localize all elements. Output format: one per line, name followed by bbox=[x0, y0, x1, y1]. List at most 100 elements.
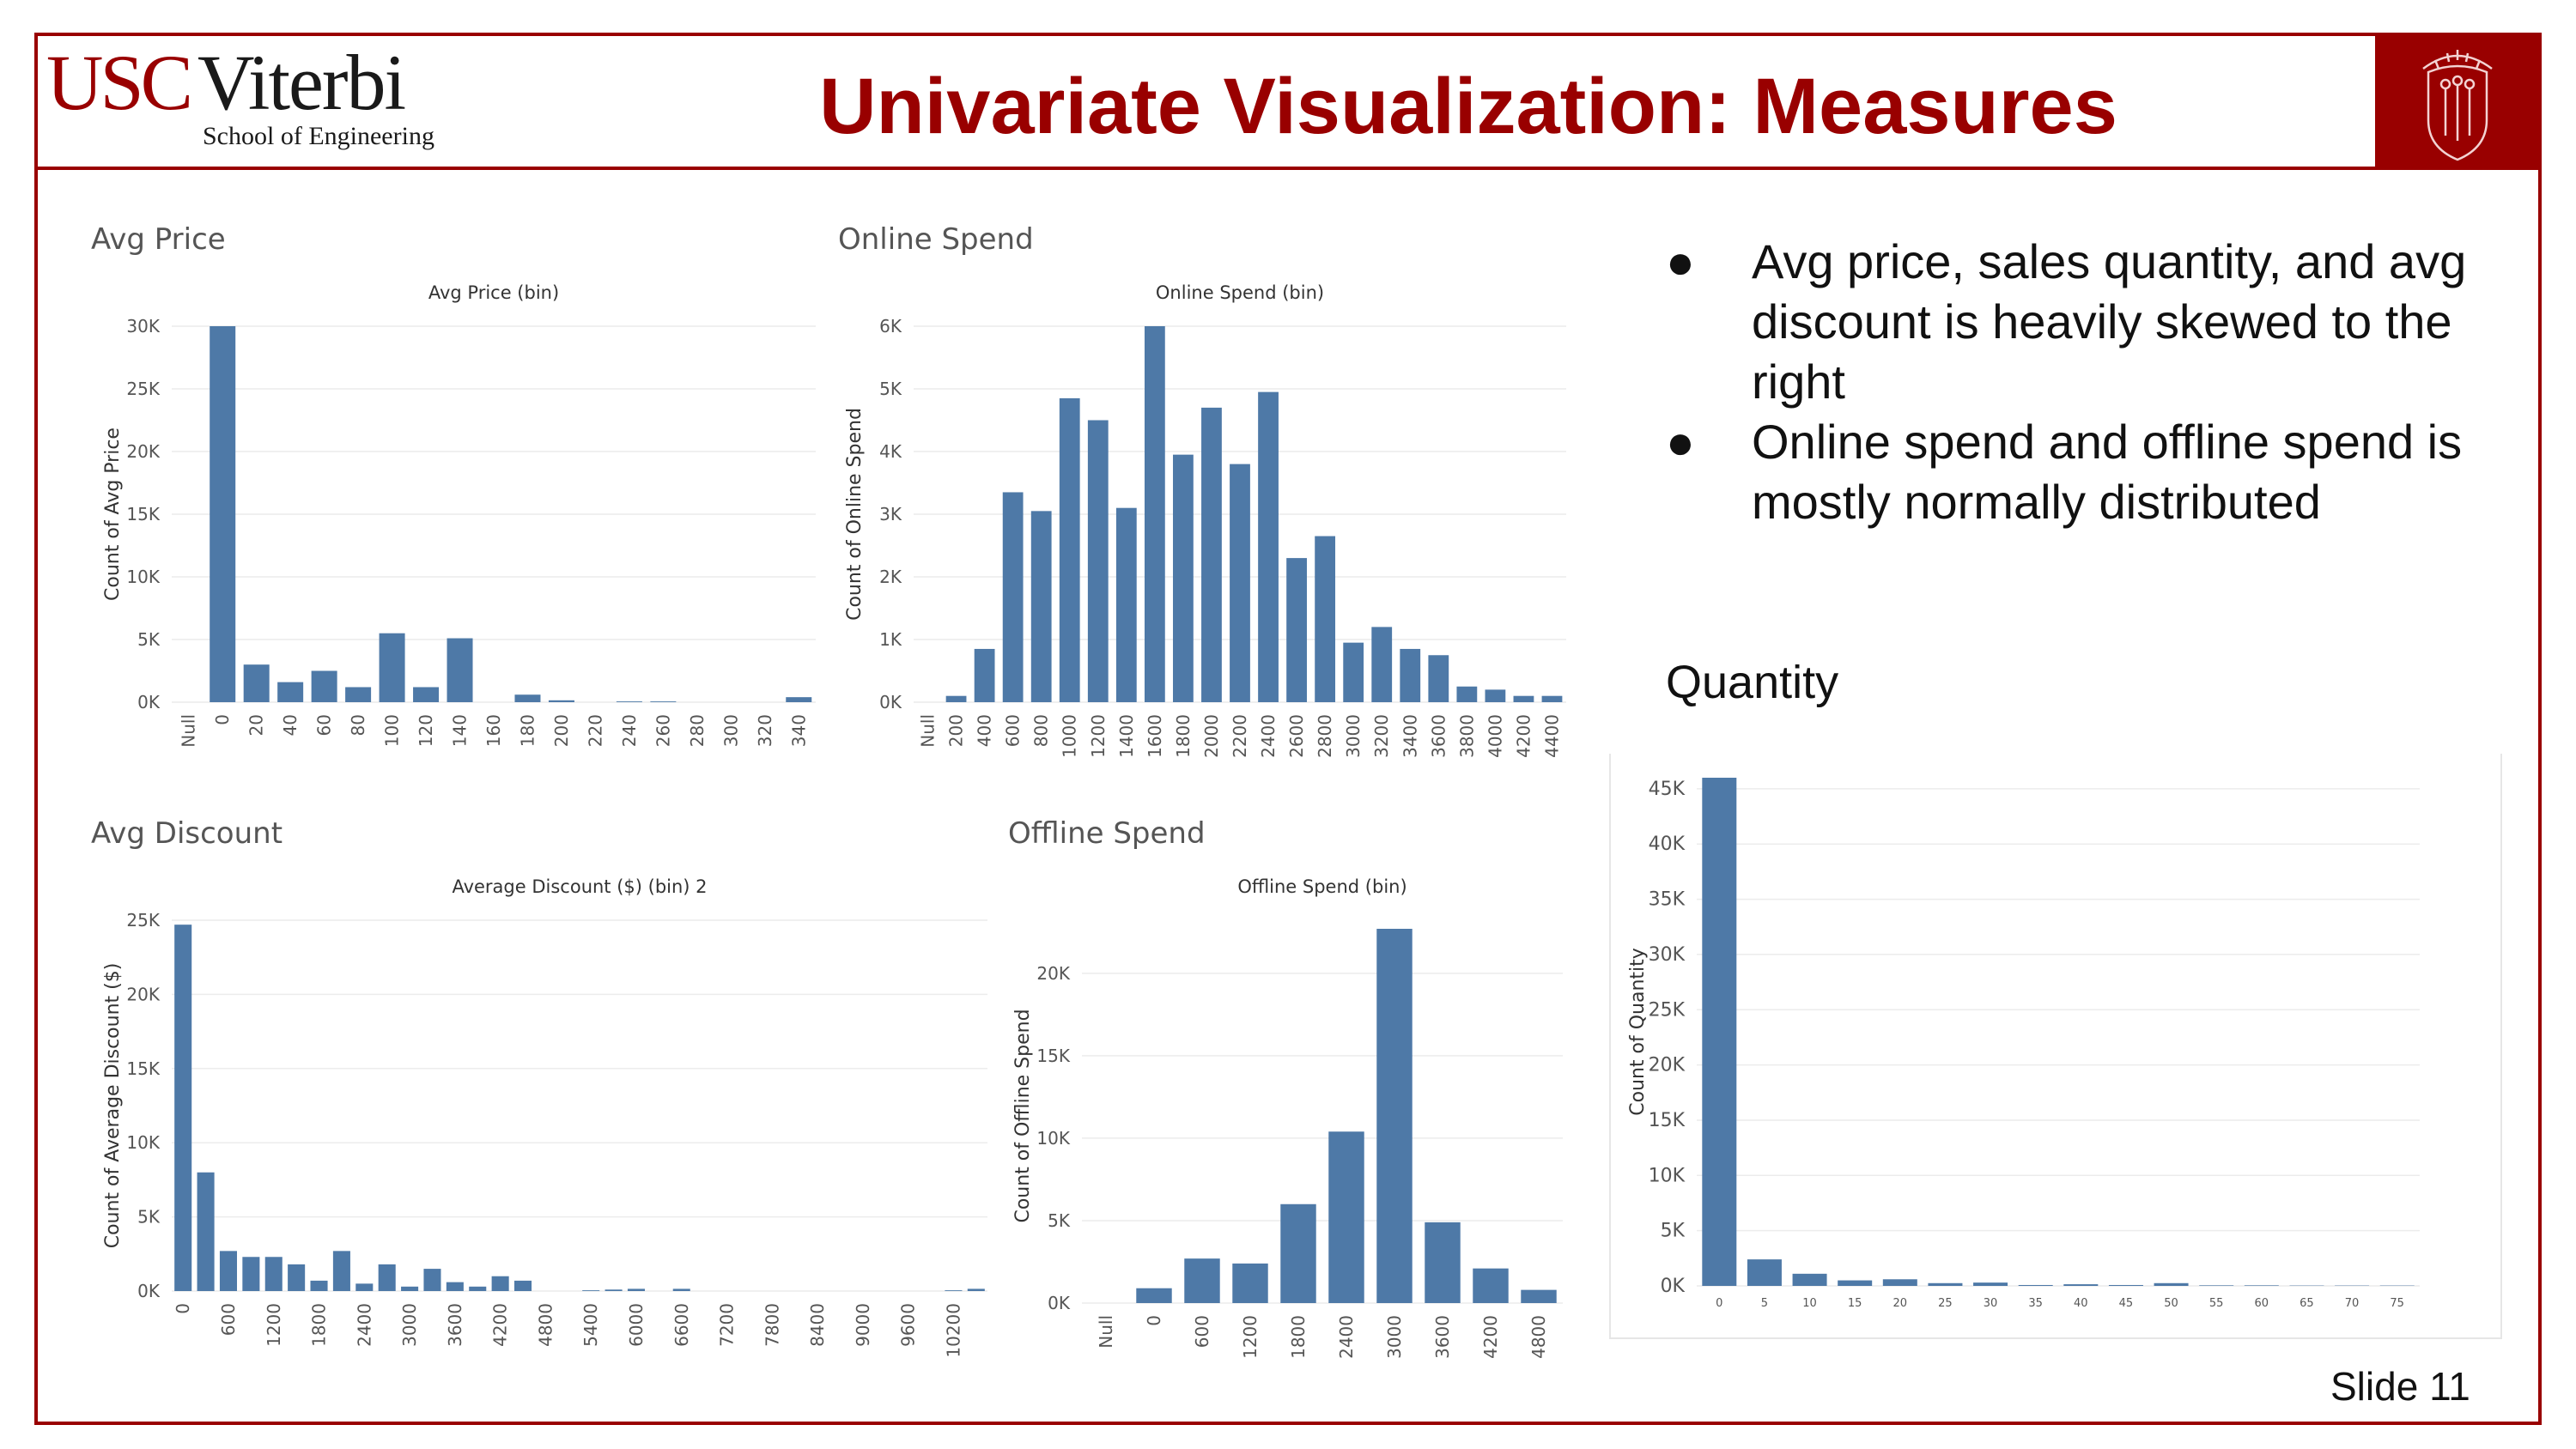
x-tick-label: 15 bbox=[1848, 1297, 1862, 1310]
bar bbox=[1144, 326, 1165, 702]
bar bbox=[2199, 1285, 2234, 1286]
y-tick-label: 15K bbox=[1036, 1046, 1070, 1066]
x-tick-label: 0 bbox=[212, 714, 233, 725]
y-tick-label: 20K bbox=[1649, 1055, 1686, 1076]
y-tick-label: 35K bbox=[1649, 889, 1686, 911]
bar bbox=[1328, 1131, 1364, 1303]
x-tick-label: 2200 bbox=[1230, 714, 1250, 758]
bar bbox=[1115, 507, 1137, 702]
bar bbox=[1280, 1203, 1316, 1303]
bar bbox=[1541, 695, 1563, 702]
y-tick-label: 30K bbox=[126, 316, 160, 336]
x-tick-label: 0 bbox=[173, 1303, 193, 1314]
y-tick-label: 20K bbox=[126, 984, 160, 1004]
y-tick-label: 15K bbox=[1649, 1110, 1686, 1131]
x-tick-label: 280 bbox=[687, 714, 708, 747]
x-tick-label: 1600 bbox=[1145, 714, 1165, 758]
bar bbox=[1030, 511, 1052, 702]
x-tick-label: 340 bbox=[788, 714, 809, 747]
bar bbox=[1201, 407, 1222, 702]
x-tick-label: 2400 bbox=[1336, 1315, 1357, 1359]
bar bbox=[345, 687, 372, 702]
header-divider bbox=[34, 167, 2542, 170]
y-tick-label: 25K bbox=[126, 379, 160, 399]
x-tick-label: 6000 bbox=[626, 1303, 647, 1347]
y-tick-label: 0K bbox=[1661, 1276, 1686, 1297]
x-tick-label: 20 bbox=[246, 714, 267, 736]
bar bbox=[967, 1288, 985, 1291]
bar bbox=[379, 633, 405, 702]
x-tick-label: 100 bbox=[382, 714, 403, 747]
bar bbox=[413, 687, 440, 702]
x-tick-label: 60 bbox=[2255, 1297, 2269, 1310]
section-title-quantity: Quantity bbox=[1666, 657, 1839, 708]
bullet-text: Avg price, sales quantity, and avg disco… bbox=[1752, 234, 2467, 409]
x-tick-label: 3600 bbox=[445, 1303, 465, 1347]
x-tick-label: 400 bbox=[975, 714, 995, 747]
y-tick-label: 15K bbox=[126, 1058, 160, 1079]
x-tick-label: 1200 bbox=[264, 1303, 284, 1347]
x-tick-label: 8400 bbox=[807, 1303, 828, 1347]
x-tick-label: 2800 bbox=[1315, 714, 1335, 758]
bar bbox=[1513, 695, 1534, 702]
logo-viterbi: Viterbi bbox=[197, 39, 406, 126]
x-tick-label: 2400 bbox=[354, 1303, 374, 1347]
bar bbox=[401, 1286, 419, 1291]
x-tick-label: 75 bbox=[2390, 1297, 2404, 1310]
x-tick-label: 1800 bbox=[309, 1303, 330, 1347]
x-tick-label: Null bbox=[918, 714, 939, 748]
x-tick-label: 4800 bbox=[1528, 1315, 1549, 1359]
bar bbox=[310, 1280, 328, 1291]
x-tick-label: 35 bbox=[2028, 1297, 2043, 1310]
x-tick-label: 20 bbox=[1893, 1297, 1908, 1310]
x-tick-label: 45 bbox=[2119, 1297, 2134, 1310]
y-axis-title: Count of Average Discount ($) bbox=[102, 963, 124, 1249]
bar bbox=[2244, 1285, 2279, 1286]
y-tick-label: 25K bbox=[1649, 999, 1686, 1021]
panel-title-online-spend: Online Spend bbox=[838, 222, 1034, 257]
x-tick-label: Null bbox=[179, 714, 199, 748]
bar bbox=[491, 1276, 509, 1291]
bar bbox=[197, 1172, 215, 1291]
bar bbox=[627, 1288, 645, 1291]
x-tick-label: 600 bbox=[1192, 1315, 1212, 1348]
panel-title-avg-price: Avg Price bbox=[91, 222, 226, 257]
x-tick-label: 70 bbox=[2345, 1297, 2360, 1310]
chart-offline-spend: Offline Spend (bin) 0K 5K 10K 15K 20K Count of… bbox=[1008, 867, 1575, 1391]
bar bbox=[1973, 1282, 2008, 1286]
x-tick-label: 200 bbox=[551, 714, 572, 747]
x-tick-label: 5400 bbox=[580, 1303, 601, 1347]
x-tick-label: 1200 bbox=[1088, 714, 1109, 758]
bar bbox=[277, 682, 304, 702]
chart-title: Avg Price (bin) bbox=[428, 282, 559, 303]
bar bbox=[582, 1290, 600, 1291]
x-tick-label: 3400 bbox=[1400, 714, 1420, 758]
panel-title-avg-discount: Avg Discount bbox=[91, 816, 283, 851]
x-tick-label: 800 bbox=[1031, 714, 1052, 747]
x-tick-label: 3600 bbox=[1432, 1315, 1453, 1359]
x-tick-label: 3000 bbox=[399, 1303, 420, 1347]
bar bbox=[514, 1280, 532, 1291]
bullet-icon: ● bbox=[1666, 234, 1695, 288]
x-tick-label: 4000 bbox=[1485, 714, 1505, 758]
bar bbox=[469, 1286, 487, 1291]
bullet-text: Online spend and offline spend is mostly… bbox=[1752, 415, 2463, 529]
y-tick-label: 0K bbox=[137, 692, 161, 712]
bar bbox=[1136, 1288, 1172, 1303]
y-axis-title: Count of Online Spend bbox=[844, 408, 866, 621]
bar bbox=[264, 1257, 283, 1291]
usc-seal-icon bbox=[2375, 34, 2540, 167]
x-tick-label: 1000 bbox=[1060, 714, 1080, 758]
bar bbox=[2018, 1284, 2053, 1286]
bar bbox=[1059, 397, 1080, 702]
bar bbox=[1400, 648, 1421, 702]
x-tick-label: 80 bbox=[348, 714, 368, 736]
x-tick-label: 3600 bbox=[1428, 714, 1449, 758]
bar bbox=[1485, 689, 1506, 702]
logo-subtitle: School of Engineering bbox=[203, 122, 434, 150]
x-tick-label: 1200 bbox=[1240, 1315, 1261, 1359]
bar bbox=[446, 1282, 464, 1291]
x-tick-label: 0 bbox=[1716, 1297, 1722, 1310]
x-tick-label: 25 bbox=[1938, 1297, 1953, 1310]
bar bbox=[1315, 536, 1336, 702]
